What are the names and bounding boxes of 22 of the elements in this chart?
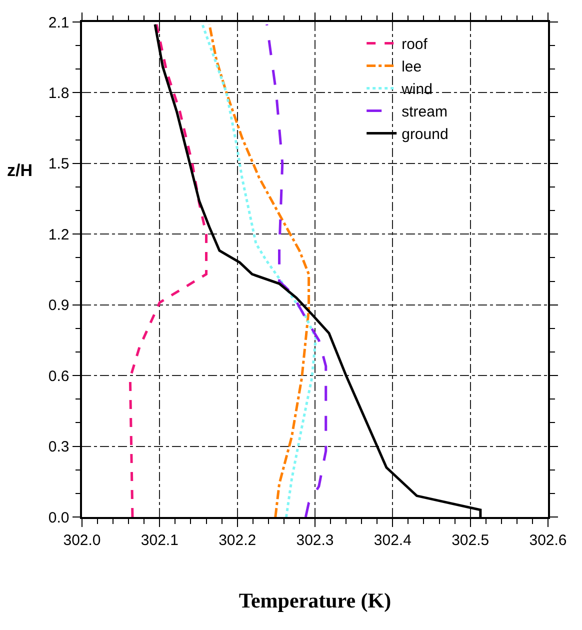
x-tick-label: 302.3 bbox=[296, 532, 334, 549]
y-tick-label: 2.1 bbox=[48, 14, 70, 32]
legend-label: roof bbox=[402, 36, 428, 54]
x-tick-label: 302.2 bbox=[218, 532, 256, 549]
legend-label: ground bbox=[402, 126, 448, 144]
y-tick-label: 0.0 bbox=[48, 509, 70, 526]
x-axis-title: Temperature (K) bbox=[238, 588, 392, 612]
x-tick-label: 302.1 bbox=[140, 532, 178, 549]
y-tick-label: 1.8 bbox=[48, 84, 70, 102]
y-tick-label: 0.3 bbox=[48, 438, 70, 456]
y-tick-label: 0.6 bbox=[48, 368, 70, 385]
x-tick-label: 302.4 bbox=[374, 532, 412, 549]
x-tick-label: 302.5 bbox=[452, 532, 490, 549]
y-tick-label: 1.2 bbox=[48, 226, 70, 244]
x-tick-label: 302.0 bbox=[63, 532, 101, 549]
x-tick-label: 302.6 bbox=[529, 532, 567, 549]
line-series bbox=[128, 23, 208, 517]
legend-label: lee bbox=[402, 58, 422, 76]
y-tick-label: 0.9 bbox=[48, 297, 70, 314]
legend-label: stream bbox=[402, 104, 448, 121]
y-tick-label: 1.5 bbox=[48, 156, 70, 173]
y-axis-title: z/H bbox=[7, 161, 32, 180]
